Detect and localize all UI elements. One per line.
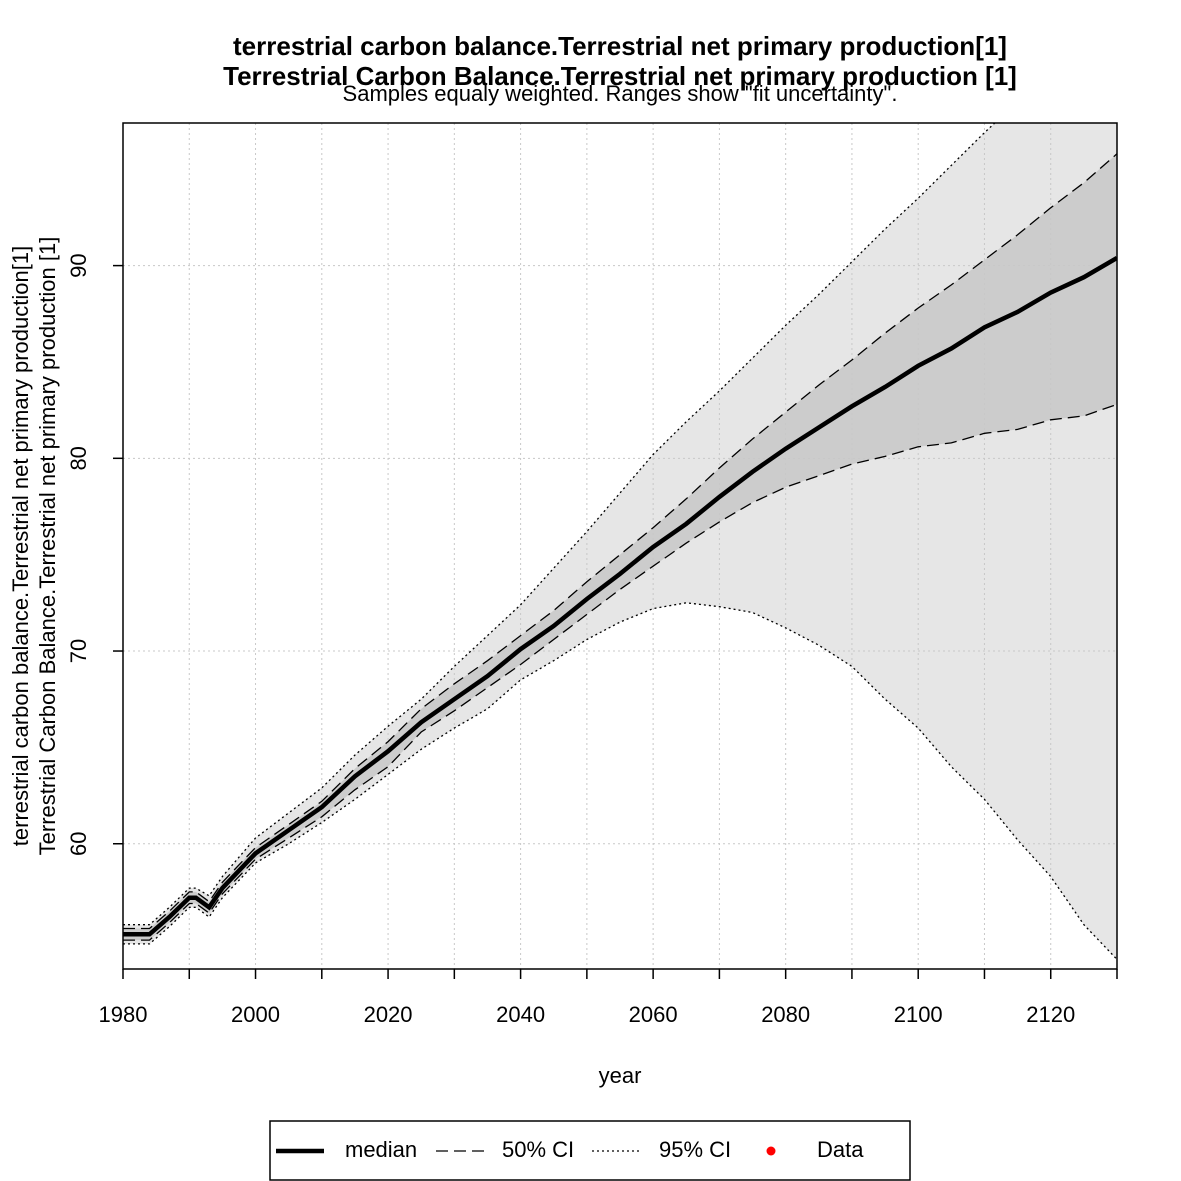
x-tick-label: 2080 (761, 1002, 810, 1027)
legend-label: Data (817, 1137, 864, 1162)
legend-label: 50% CI (502, 1137, 574, 1162)
y-tick-label: 90 (66, 253, 91, 277)
plot-frame (122, 122, 1118, 970)
legend-box (269, 1120, 911, 1181)
chart-title: terrestrial carbon balance.Terrestrial n… (233, 31, 1007, 61)
ci-line (123, 403, 1117, 941)
legend-label: 95% CI (659, 1137, 731, 1162)
y-axis-label: Terrestrial Carbon Balance.Terrestrial n… (35, 237, 60, 856)
y-tick-label: 70 (66, 639, 91, 663)
x-tick-label: 2100 (894, 1002, 943, 1027)
grid: 60 70 80 90 1980 2000 2020 2040 2060 2080 2100 2120 (66, 123, 1118, 1027)
x-tick-label: 2020 (364, 1002, 413, 1027)
median-line (123, 255, 1117, 937)
bands (123, 123, 1117, 960)
chart-title: Terrestrial Carbon Balance.Terrestrial n… (223, 61, 1017, 91)
x-tick-label: 2040 (496, 1002, 545, 1027)
ci-band (123, 123, 1117, 960)
ci-line (123, 153, 1117, 930)
x-tick-label: 2000 (231, 1002, 280, 1027)
subtitle: Samples equaly weighted. Ranges show "fi… (343, 81, 898, 106)
legend: median 50% CI 95% CI Data (276, 1137, 864, 1162)
x-tick-label: 1980 (99, 1002, 148, 1027)
x-axis-label: year (599, 1063, 642, 1088)
lines (123, 123, 1117, 960)
x-tick-label: 2120 (1026, 1002, 1075, 1027)
x-tick-label: 2060 (629, 1002, 678, 1027)
y-tick-label: 80 (66, 446, 91, 470)
y-tick-label: 60 (66, 831, 91, 855)
ci-band (123, 153, 1117, 941)
legend-label: median (345, 1137, 417, 1162)
y-axis-label: terrestrial carbon balance.Terrestrial n… (8, 246, 33, 846)
ci-line (123, 602, 1117, 960)
legend-key (766, 1146, 776, 1156)
